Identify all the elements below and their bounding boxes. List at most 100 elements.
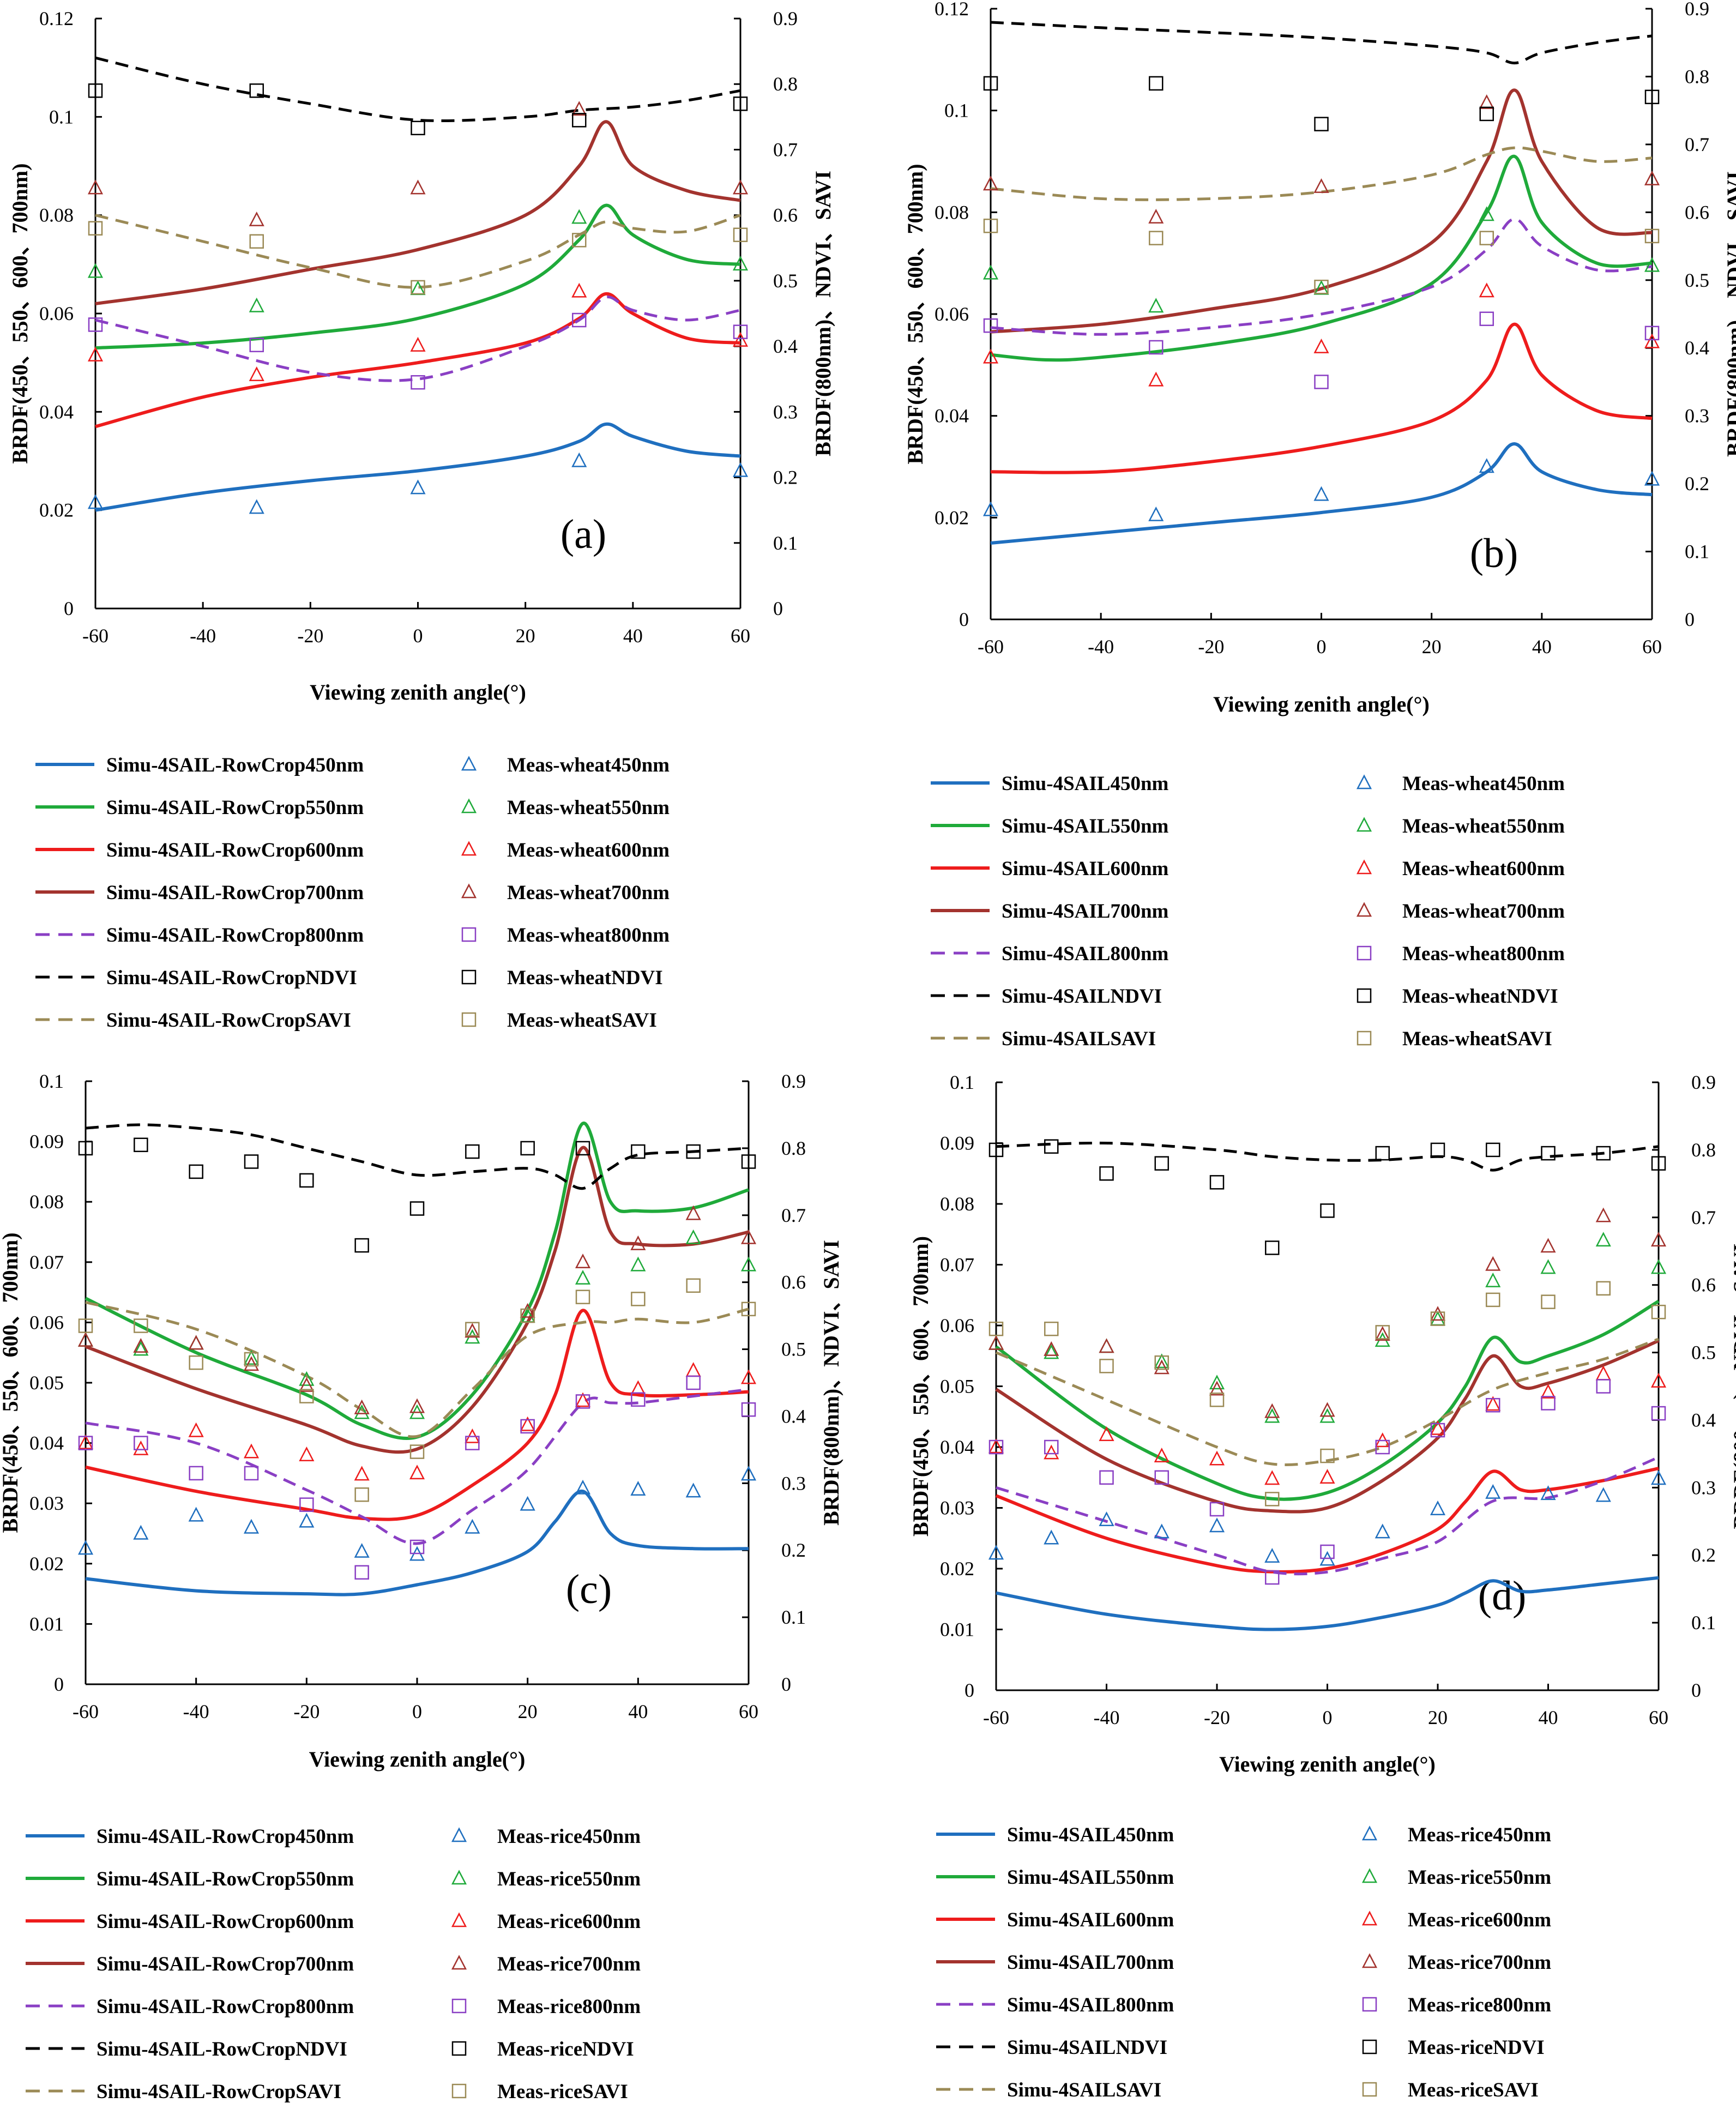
square-marker-savi: [686, 1278, 701, 1293]
y-tick-label-right: 0.7: [781, 1204, 806, 1226]
x-axis-title: Viewing zenith angle(°): [1219, 1752, 1436, 1776]
square-marker-800: [1430, 1423, 1445, 1438]
triangle-marker-600: [77, 1434, 94, 1449]
square-marker-800: [1265, 1570, 1280, 1585]
triangle-marker-550: [1154, 1353, 1170, 1369]
triangle-marker-700: [1479, 94, 1494, 109]
y-tick-label-right: 0.9: [1691, 1071, 1716, 1093]
square-marker-savi: [1596, 1281, 1611, 1296]
legend-entry: Meas-wheat600nm: [507, 839, 670, 861]
triangle-marker-700: [243, 1356, 260, 1371]
square-marker-savi: [575, 1290, 590, 1304]
triangle-marker-550: [575, 1269, 591, 1285]
x-tick-label: -60: [978, 636, 1004, 658]
triangle-marker-450: [1650, 1470, 1667, 1485]
square-marker-savi: [983, 218, 998, 233]
square-marker-800: [1651, 1406, 1666, 1421]
legend-entry: Simu-4SAILSAVI: [1007, 2079, 1161, 2101]
triangle-marker-450: [243, 1519, 260, 1534]
legend-entry: Meas-rice550nm: [1408, 1866, 1551, 1889]
legend-marker-square: [1357, 1031, 1372, 1046]
series-line-800: [95, 296, 741, 382]
square-marker-savi: [631, 1292, 646, 1306]
triangle-marker-550: [243, 1350, 260, 1365]
legend-entry: Simu-4SAILNDVI: [1007, 2036, 1167, 2059]
y-tick-label-left: 0.02: [935, 507, 969, 528]
y-axis-title-left: BRDF(450、550、600、700nm): [0, 1232, 22, 1533]
y-tick-label-right: 0.5: [781, 1339, 806, 1360]
triangle-marker-450: [410, 479, 426, 495]
legend-entry: Simu-4SAIL550nm: [1002, 815, 1169, 837]
legend-entry: Meas-riceNDVI: [1408, 2036, 1545, 2059]
legend-entry: Meas-rice800nm: [1408, 1994, 1551, 2016]
square-marker-savi: [1099, 1359, 1114, 1373]
legend-marker-triangle: [461, 841, 477, 856]
legend-entry: Meas-rice700nm: [1408, 1951, 1551, 1974]
legend-entry: Simu-4SAIL-RowCrop700nm: [97, 1953, 354, 1975]
square-marker-ndvi: [686, 1144, 701, 1159]
y-tick-label-left: 0.04: [940, 1436, 974, 1458]
triangle-marker-600: [571, 282, 587, 298]
y-tick-label-right: 0: [781, 1673, 791, 1695]
legend-marker-triangle: [1361, 1953, 1378, 1968]
square-marker-ndvi: [465, 1144, 480, 1159]
x-axis-title: Viewing zenith angle(°): [310, 680, 526, 704]
triangle-marker-700: [354, 1399, 370, 1414]
legend-entry: Meas-wheat700nm: [507, 882, 670, 904]
y-tick-label-left: 0.01: [29, 1613, 64, 1635]
y-axis-title-right: BRDF(800nm)、NDVI、SAVI: [1729, 1244, 1736, 1529]
legend-marker-square: [451, 1998, 467, 2014]
y-tick-label-right: 0.1: [1691, 1612, 1716, 1634]
triangle-marker-600: [1485, 1396, 1501, 1411]
square-marker-800: [244, 1466, 259, 1481]
triangle-marker-450: [1264, 1547, 1280, 1563]
chart-panel-1: -60 -40 -20 0 20 40 60 0 0.02 0.04 0.06 0.08 0.1 0.12…: [903, 0, 1736, 1050]
triangle-marker-450: [299, 1513, 315, 1528]
y-tick-label-left: 0.04: [29, 1432, 64, 1454]
triangle-marker-550: [685, 1229, 701, 1244]
square-marker-savi: [572, 233, 587, 248]
legend-entry: Meas-wheat700nm: [1402, 900, 1565, 923]
y-axis-title-right: BRDF(800nm)、NDVI、SAVI: [1722, 171, 1736, 457]
legend-entry: Meas-rice450nm: [1408, 1824, 1551, 1846]
square-marker-ndvi: [249, 83, 264, 98]
legend-entry: Simu-4SAIL450nm: [1002, 773, 1169, 795]
square-marker-savi: [1479, 231, 1494, 245]
panel-label: (c): [566, 1566, 612, 1612]
x-tick-label: 40: [628, 1701, 648, 1722]
square-marker-ndvi: [78, 1141, 93, 1156]
legend-marker-square: [451, 2041, 467, 2056]
legend-entry: Simu-4SAIL-RowCrop800nm: [106, 924, 364, 947]
triangle-marker-450: [571, 452, 587, 467]
y-tick-label-right: 0.4: [773, 335, 798, 357]
triangle-marker-600: [1264, 1470, 1280, 1485]
triangle-marker-450: [685, 1483, 701, 1498]
legend-entry: Simu-4SAIL-RowCropNDVI: [97, 2038, 347, 2060]
square-marker-800: [1375, 1439, 1390, 1455]
legend-entry: Simu-4SAIL450nm: [1007, 1824, 1174, 1846]
legend-entry: Simu-4SAIL800nm: [1007, 1994, 1174, 2016]
series-line-600: [85, 1309, 749, 1521]
triangle-marker-550: [1485, 1272, 1501, 1287]
square-marker-ndvi: [1314, 117, 1329, 131]
legend-entry: Meas-rice600nm: [1408, 1909, 1551, 1931]
triangle-marker-450: [1430, 1501, 1446, 1515]
series-line-450: [990, 442, 1653, 545]
triangle-marker-600: [1044, 1444, 1059, 1460]
square-marker-ndvi: [1486, 1142, 1500, 1158]
series-line-700: [85, 1146, 749, 1454]
y-tick-label-right: 0.3: [781, 1472, 806, 1494]
y-tick-label-left: 0.09: [940, 1132, 974, 1154]
triangle-marker-450: [982, 501, 999, 516]
y-tick-label-left: 0.06: [935, 303, 969, 325]
series-line-ndvi: [990, 21, 1653, 65]
y-tick-label-right: 0: [1685, 608, 1695, 630]
legend-entry: Simu-4SAIL-RowCrop450nm: [97, 1825, 354, 1848]
square-marker-800: [983, 318, 998, 333]
triangle-marker-450: [1644, 471, 1660, 486]
square-marker-800: [299, 1497, 314, 1512]
square-marker-savi: [88, 221, 103, 236]
triangle-marker-600: [188, 1422, 204, 1437]
chart-panel-3: -60 -40 -20 0 20 40 60 0 0.01 0.02 0.03 0.04 0.05 0.0…: [908, 1071, 1736, 2101]
x-tick-label: 0: [412, 1701, 422, 1722]
